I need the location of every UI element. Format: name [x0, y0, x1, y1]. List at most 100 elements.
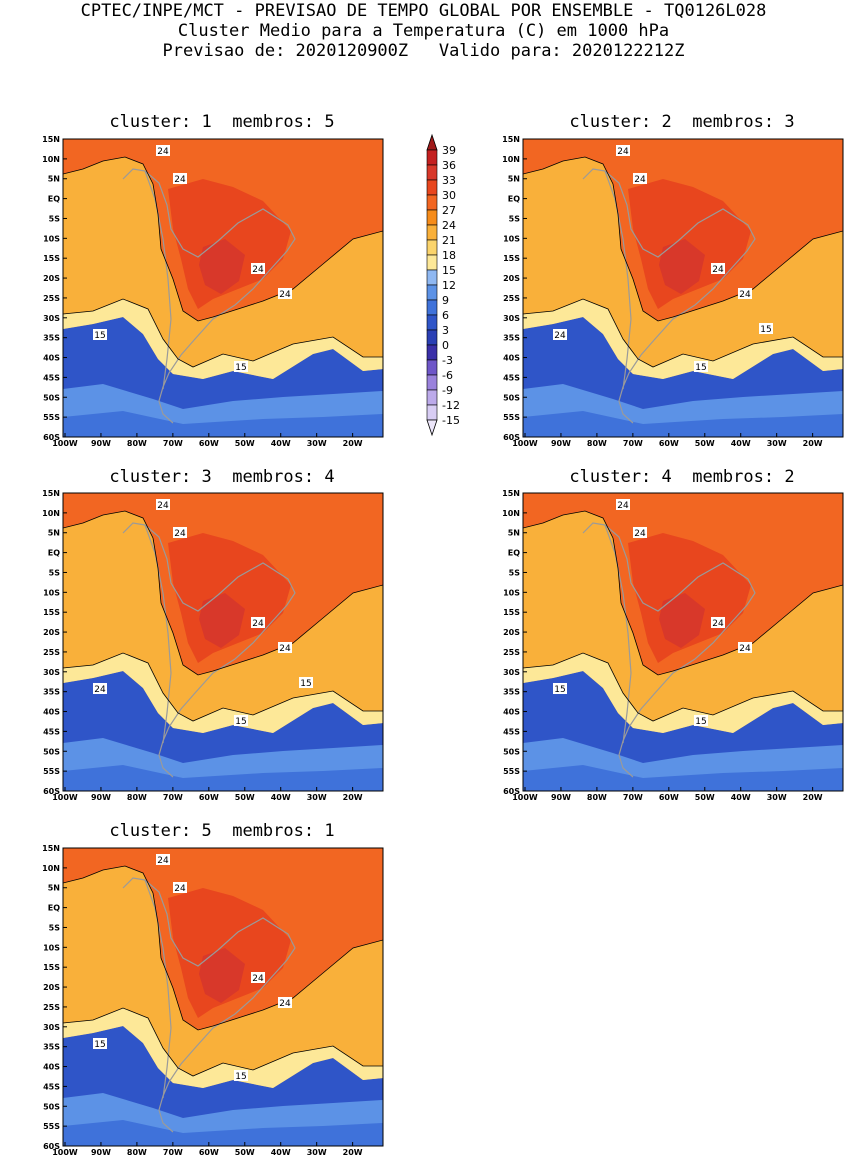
panel-frame [62, 492, 384, 792]
colorbar-label: -15 [442, 414, 460, 427]
lon-tick-label: 50W [695, 793, 715, 802]
lat-tick-label: 35S [503, 688, 520, 697]
colorbar-label: -9 [442, 384, 453, 397]
lat-tick-label: 5S [49, 214, 61, 223]
lat-tick-label: 35S [43, 688, 60, 697]
lon-tick-label: 40W [271, 1148, 291, 1157]
colorbar-swatch [426, 209, 438, 226]
lat-tick-label: 55S [503, 413, 520, 422]
coastline [122, 168, 296, 424]
lat-tick-label: 60S [43, 1142, 60, 1151]
colorbar-swatch [426, 164, 438, 181]
svg-text:24: 24 [174, 175, 186, 185]
lon-tick-label: 100W [512, 439, 538, 448]
lat-tick-label: 60S [503, 433, 520, 442]
colorbar-swatch [426, 149, 438, 166]
contour-label: 15 [234, 715, 248, 727]
cold-field-9 [523, 765, 843, 791]
colorbar-swatch [426, 239, 438, 256]
header-line-3: Previsao de: 2020120900Z Valido para: 20… [162, 41, 685, 61]
svg-text:24: 24 [279, 644, 291, 654]
lat-tick-label: 30S [43, 668, 60, 677]
colorbar-swatch [426, 269, 438, 286]
lat-tick-label: 5S [509, 214, 521, 223]
lon-tick-label: 80W [127, 1148, 147, 1157]
lat-tick-label: 35S [43, 1043, 60, 1052]
map-panel: 24 24 24 24 24 15 15 15N 10N 5N EQ 5S 10S 15S 20S 25S 30… [42, 489, 384, 802]
svg-text:15: 15 [300, 679, 311, 689]
lon-tick-label: 100W [52, 439, 78, 448]
lat-tick-label: 20S [43, 983, 60, 992]
contour-label: 24 [173, 173, 187, 185]
colorbar-label: -3 [442, 354, 453, 367]
svg-text:24: 24 [252, 265, 264, 275]
lat-tick-label: 10N [502, 509, 520, 518]
contour-label: 24 [156, 145, 170, 157]
colorbar-label: 12 [442, 279, 456, 292]
colorbar-swatch [426, 299, 438, 316]
lat-tick-label: 15S [43, 608, 60, 617]
lon-tick-label: 40W [271, 439, 291, 448]
lat-tick-label: EQ [48, 904, 60, 913]
colorbar-label: 24 [442, 219, 456, 232]
lat-tick-label: 30S [503, 314, 520, 323]
panel-frame [522, 138, 844, 438]
lat-tick-label: 30S [43, 1023, 60, 1032]
cold-field-9 [63, 765, 383, 791]
lat-tick-label: 55S [43, 413, 60, 422]
svg-text:24: 24 [157, 147, 169, 157]
lon-tick-label: 50W [695, 439, 715, 448]
lon-tick-label: 50W [235, 1148, 255, 1157]
colorbar-swatch [426, 179, 438, 196]
lat-tick-label: 15S [503, 608, 520, 617]
lon-tick-label: 20W [803, 439, 823, 448]
lat-tick-label: 25S [503, 294, 520, 303]
lat-tick-label: 15S [503, 254, 520, 263]
lon-tick-label: 20W [803, 793, 823, 802]
svg-text:15: 15 [94, 1040, 105, 1050]
svg-text:24: 24 [634, 529, 646, 539]
lat-tick-label: 40S [503, 354, 520, 363]
contour-label: 15 [299, 677, 313, 689]
contour-24 [523, 156, 843, 322]
svg-text:24: 24 [712, 265, 724, 275]
lat-tick-label: 20S [43, 274, 60, 283]
header-line-2: Cluster Medio para a Temperatura (C) em … [177, 21, 670, 41]
svg-text:24: 24 [157, 856, 169, 866]
colorbar-swatch [426, 374, 438, 391]
panel-title: cluster: 4 membros: 2 [569, 467, 795, 487]
lat-tick-label: 10N [42, 864, 60, 873]
map-panel: 24 24 24 24 15 15 15N 10N 5N EQ 5S 10S 15S 20S 25S 30S 3… [42, 844, 384, 1157]
lat-tick-label: 60S [43, 433, 60, 442]
svg-text:15: 15 [695, 717, 706, 727]
colorbar-label: 15 [442, 264, 456, 277]
panel-title: cluster: 1 membros: 5 [109, 112, 335, 132]
lon-tick-label: 80W [587, 793, 607, 802]
colorbar-swatch [426, 284, 438, 301]
svg-text:15: 15 [94, 331, 105, 341]
lon-tick-label: 90W [551, 793, 571, 802]
cold-field-9 [63, 1120, 383, 1146]
lat-tick-label: 45S [43, 727, 60, 736]
lat-tick-label: 10N [42, 155, 60, 164]
svg-text:24: 24 [279, 290, 291, 300]
contour-label: 15 [553, 683, 567, 695]
lat-tick-label: 15N [502, 489, 520, 498]
contour-15 [523, 298, 843, 368]
lon-tick-label: 30W [767, 439, 787, 448]
lon-tick-label: 40W [271, 793, 291, 802]
colorbar-label: 3 [442, 324, 449, 337]
lon-tick-label: 20W [343, 1148, 363, 1157]
contour-label: 24 [711, 617, 725, 629]
contour-15 [63, 1007, 383, 1077]
contour-label: 24 [738, 288, 752, 300]
colorbar-swatch [426, 194, 438, 211]
lon-tick-label: 40W [731, 439, 751, 448]
band-15 [63, 299, 383, 379]
lat-tick-label: 35S [43, 334, 60, 343]
lat-tick-label: 45S [503, 373, 520, 382]
colorbar-label: 39 [442, 144, 456, 157]
lon-tick-label: 30W [307, 439, 327, 448]
contour-label: 24 [633, 527, 647, 539]
